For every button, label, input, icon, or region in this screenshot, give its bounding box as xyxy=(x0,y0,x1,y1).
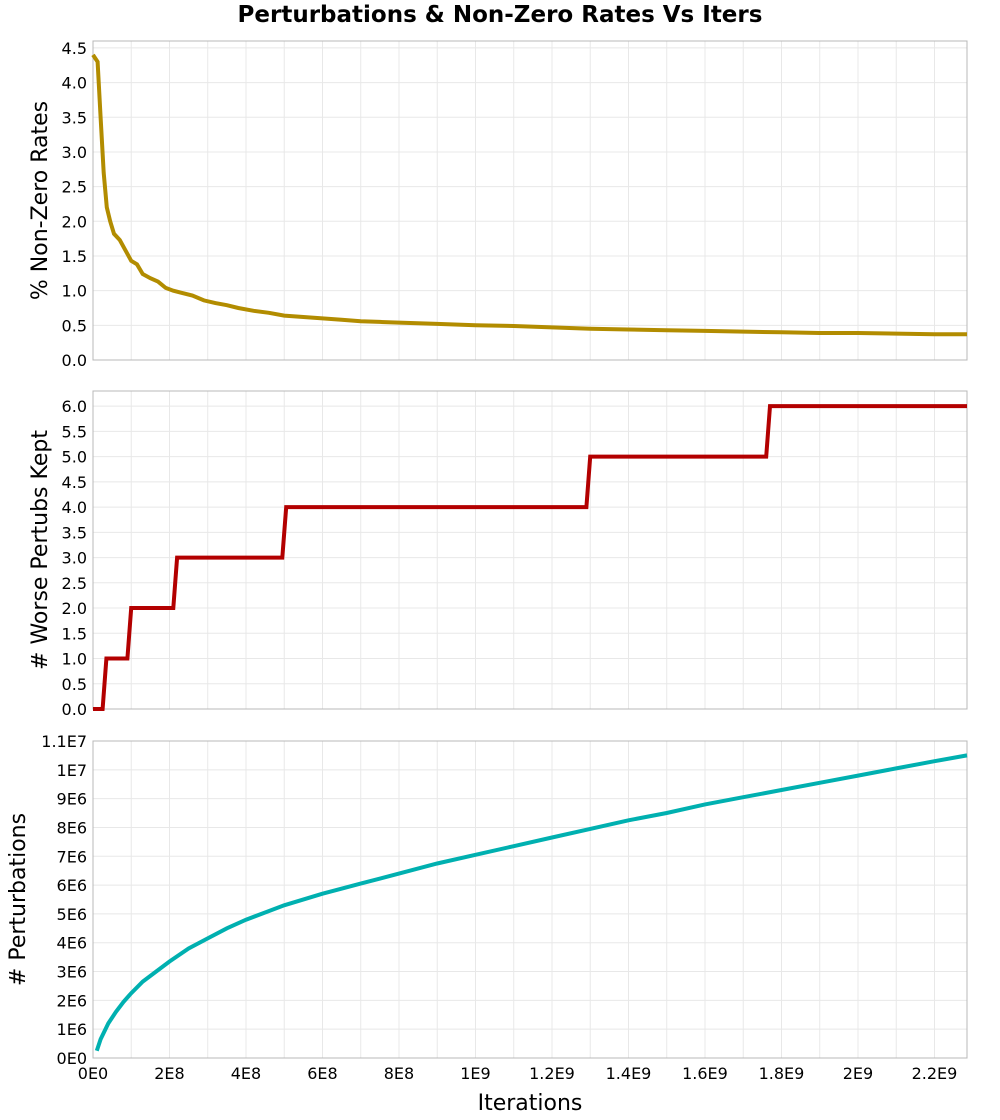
worse-kept-y-tick-label: 5.5 xyxy=(62,422,87,441)
x-axis-label: Iterations xyxy=(478,1091,583,1116)
worse-kept-y-tick-label: 0.5 xyxy=(62,675,87,694)
nonzero-rate-y-tick-label: 0.0 xyxy=(62,351,87,370)
x-tick-label: 8E8 xyxy=(384,1064,414,1083)
chart-title: Perturbations & Non-Zero Rates Vs Iters xyxy=(237,2,763,28)
perturbations-y-tick-label: 1E6 xyxy=(57,1020,87,1039)
nonzero-rate-y-axis-label: % Non-Zero Rates xyxy=(28,101,53,300)
nonzero-rate-y-tick-label: 4.0 xyxy=(62,74,87,93)
perturbations-y-tick-label: 0E0 xyxy=(57,1049,87,1068)
nonzero-rate-y-tick-label: 0.5 xyxy=(62,316,87,335)
worse-kept-y-tick-label: 0.0 xyxy=(62,700,87,719)
perturbations-y-tick-label: 7E6 xyxy=(57,847,87,866)
perturbations-y-tick-label: 2E6 xyxy=(57,991,87,1010)
worse-kept-plot-frame xyxy=(92,390,968,710)
worse-kept-y-tick-label: 3.0 xyxy=(62,549,87,568)
worse-kept-y-tick-label: 2.0 xyxy=(62,599,87,618)
x-tick-label: 2E9 xyxy=(843,1064,873,1083)
x-tick-label: 1E9 xyxy=(460,1064,490,1083)
x-tick-label: 1.6E9 xyxy=(682,1064,728,1083)
worse-kept-y-tick-label: 3.5 xyxy=(62,523,87,542)
perturbations-y-tick-label: 1E7 xyxy=(57,761,87,780)
perturbations-y-axis-label: # Perturbations xyxy=(6,813,31,986)
nonzero-rate-y-tick-label: 3.0 xyxy=(62,143,87,162)
worse-kept-y-tick-label: 4.5 xyxy=(62,473,87,492)
perturbations-y-tick-label: 3E6 xyxy=(57,963,87,982)
worse-kept-y-tick-label: 1.0 xyxy=(62,650,87,669)
perturbations-y-tick-label: 9E6 xyxy=(57,790,87,809)
nonzero-rate-y-tick-label: 4.5 xyxy=(62,39,87,58)
nonzero-rate-y-tick-label: 2.5 xyxy=(62,178,87,197)
x-tick-label: 2.2E9 xyxy=(912,1064,958,1083)
worse-kept-y-tick-label: 2.5 xyxy=(62,574,87,593)
nonzero-rate-y-tick-label: 1.0 xyxy=(62,282,87,301)
worse-kept-y-tick-label: 6.0 xyxy=(62,397,87,416)
perturbations-y-tick-label: 1.1E7 xyxy=(41,732,87,751)
worse-kept-y-tick-label: 1.5 xyxy=(62,624,87,643)
nonzero-rate-y-tick-label: 3.5 xyxy=(62,108,87,127)
nonzero-rate-y-tick-label: 1.5 xyxy=(62,247,87,266)
nonzero-rate-plot-frame xyxy=(92,40,968,361)
nonzero-rate-series-line xyxy=(91,53,967,337)
x-tick-label: 1.2E9 xyxy=(529,1064,575,1083)
x-tick-label: 1.8E9 xyxy=(759,1064,805,1083)
perturbations-y-tick-label: 4E6 xyxy=(57,934,87,953)
worse-kept-y-tick-label: 5.0 xyxy=(62,448,87,467)
perturbations-series-line xyxy=(94,753,968,1052)
x-tick-label: 6E8 xyxy=(307,1064,337,1083)
worse-kept-y-tick-label: 4.0 xyxy=(62,498,87,517)
perturbations-y-tick-label: 5E6 xyxy=(57,905,87,924)
x-tick-label: 2E8 xyxy=(154,1064,184,1083)
perturbations-y-tick-label: 8E6 xyxy=(57,818,87,837)
perturbations-plot-frame xyxy=(92,740,968,1059)
perturbations-y-tick-label: 6E6 xyxy=(57,876,87,895)
x-tick-label: 4E8 xyxy=(231,1064,261,1083)
nonzero-rate-y-tick-label: 2.0 xyxy=(62,212,87,231)
worse-kept-y-axis-label: # Worse Pertubs Kept xyxy=(28,430,53,670)
x-tick-label: 0E0 xyxy=(78,1064,108,1083)
x-tick-label: 1.4E9 xyxy=(606,1064,652,1083)
worse-kept-series-line xyxy=(93,404,967,711)
